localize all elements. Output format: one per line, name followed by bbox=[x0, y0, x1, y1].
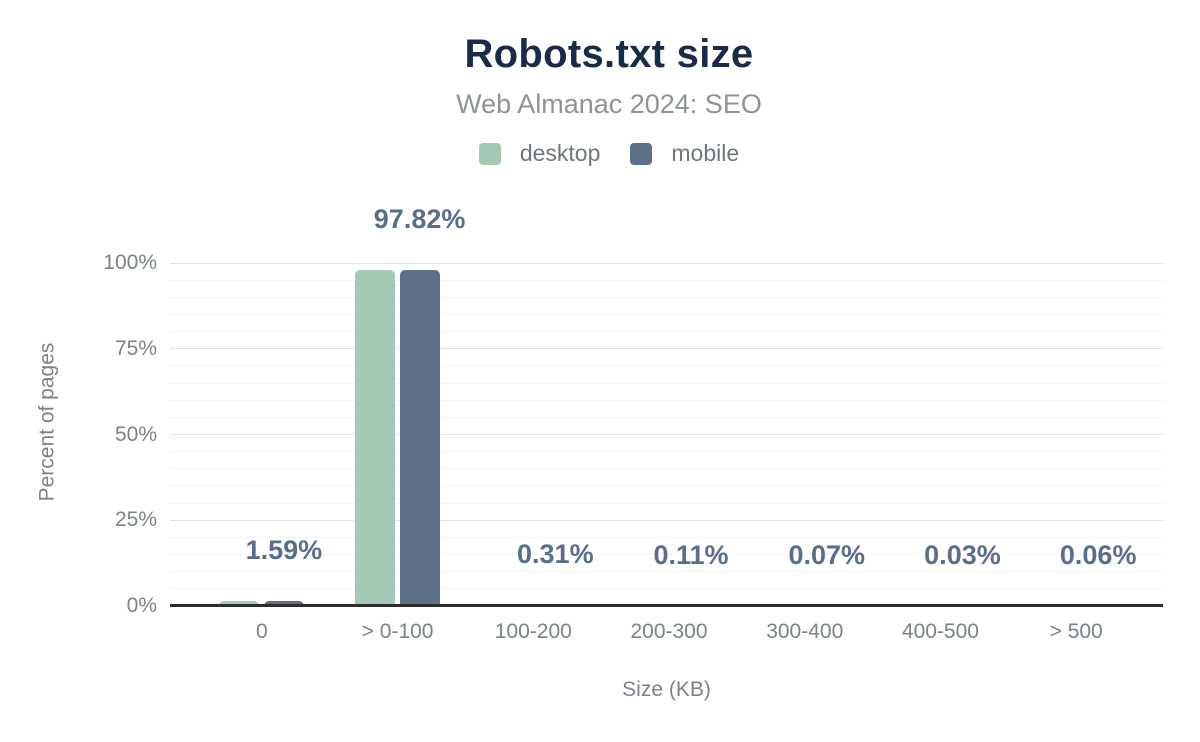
chart-title: Robots.txt size bbox=[464, 32, 754, 76]
data-label-> 0-100: 97.82% bbox=[373, 204, 466, 235]
gridline-major-50 bbox=[170, 434, 1163, 435]
y-tick-label-25%: 25% bbox=[114, 508, 157, 532]
x-tick-label-300-400: 300-400 bbox=[766, 620, 844, 643]
gridline-major-25 bbox=[170, 519, 1163, 521]
gridline-minor-45 bbox=[170, 451, 1163, 453]
gridline-minor-85 bbox=[170, 313, 1163, 315]
gridline-minor-70 bbox=[170, 365, 1163, 367]
x-axis-title: Size (KB) bbox=[622, 678, 711, 701]
y-tick-label-50%: 50% bbox=[114, 422, 157, 446]
gridline-minor-40 bbox=[170, 468, 1163, 470]
data-label-200-300: 0.11% bbox=[653, 539, 729, 570]
x-tick-label-400-500: 400-500 bbox=[901, 620, 979, 643]
legend-item-mobile[interactable]: mobile bbox=[630, 140, 739, 167]
gridline-minor-15 bbox=[170, 554, 1163, 556]
x-axis-tick-labels: 0 > 0-100 100-200 200-300 300-400 400-500 > 50… bbox=[170, 620, 1163, 644]
plot-area: 1.59% 97.82% 0.31% 0.11% 0.07% 0.03% 0.06% bbox=[170, 204, 1163, 607]
category-band-> 500: 0.06% bbox=[1008, 263, 1144, 606]
y-tick-label-100%: 100% bbox=[103, 251, 157, 274]
bar-desktop-0[interactable] bbox=[219, 600, 260, 606]
gridline-minor-35 bbox=[170, 485, 1163, 487]
x-tick-label-> 0-100: > 0-100 bbox=[361, 620, 434, 643]
gridline-minor-80 bbox=[170, 331, 1163, 333]
data-label-0: 1.59% bbox=[245, 534, 323, 565]
category-band-100-200: 0.31% bbox=[465, 263, 601, 606]
legend-item-desktop[interactable]: desktop bbox=[478, 140, 601, 167]
y-tick-label-0%: 0% bbox=[126, 594, 157, 617]
legend-swatch-mobile-icon bbox=[630, 142, 653, 165]
x-tick-label-200-300: 200-300 bbox=[630, 620, 708, 643]
gridline-minor-65 bbox=[170, 382, 1163, 384]
bar-desktop-> 0-100[interactable] bbox=[355, 270, 396, 606]
x-tick-label-100-200: 100-200 bbox=[494, 620, 572, 643]
y-axis-tick-labels: 0% 25% 50% 75% 100% bbox=[0, 252, 157, 617]
category-band-200-300: 0.11% bbox=[601, 263, 737, 606]
x-tick-label-0: 0 bbox=[256, 620, 268, 643]
category-band-400-500: 0.03% bbox=[873, 263, 1009, 606]
legend-swatch-desktop-icon bbox=[478, 142, 501, 165]
y-tick-label-75%: 75% bbox=[114, 336, 157, 360]
bar-mobile-> 0-100[interactable] bbox=[400, 270, 441, 606]
chart-header: Robots.txt size Web Almanac 2024: SEO de… bbox=[0, 0, 1200, 167]
gridline-minor-30 bbox=[170, 502, 1163, 504]
bars-container: 1.59% 97.82% 0.31% 0.11% 0.07% 0.03% 0.06% bbox=[170, 204, 1163, 606]
legend-label-desktop: desktop bbox=[519, 140, 601, 166]
data-label-100-200: 0.31% bbox=[517, 538, 594, 569]
gridline-minor-55 bbox=[170, 416, 1163, 418]
legend-label-mobile: mobile bbox=[671, 140, 740, 166]
gridline-minor-20 bbox=[170, 536, 1163, 538]
gridline-minor-95 bbox=[170, 279, 1163, 281]
chart-subtitle: Web Almanac 2024: SEO bbox=[456, 89, 762, 119]
data-label-300-400: 0.07% bbox=[788, 539, 866, 570]
category-band-0: 1.59% bbox=[194, 263, 330, 606]
gridline-minor-10 bbox=[170, 571, 1163, 573]
gridline-minor-5 bbox=[170, 588, 1163, 590]
bar-mobile-0[interactable] bbox=[264, 600, 305, 606]
x-axis-line bbox=[170, 604, 1163, 607]
x-tick-label-> 500: > 500 bbox=[1049, 620, 1103, 643]
gridline-minor-90 bbox=[170, 296, 1163, 298]
category-band-> 0-100: 97.82% bbox=[330, 204, 466, 606]
gridline-minor-60 bbox=[170, 399, 1163, 401]
gridline-major-75 bbox=[170, 348, 1163, 350]
gridline-major-100 bbox=[170, 262, 1163, 264]
category-band-300-400: 0.07% bbox=[737, 263, 873, 606]
chart-legend: desktop mobile bbox=[18, 140, 1200, 167]
data-label-400-500: 0.03% bbox=[924, 539, 1001, 570]
data-label-> 500: 0.06% bbox=[1059, 539, 1137, 570]
